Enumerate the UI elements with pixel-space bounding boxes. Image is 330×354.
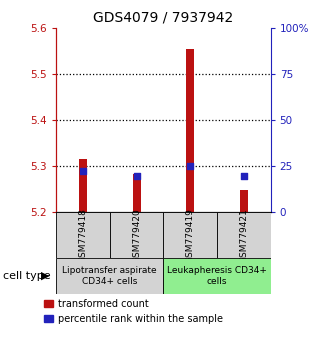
Bar: [56, 212, 110, 258]
Bar: [79, 159, 87, 212]
Text: cell type: cell type: [3, 271, 51, 281]
Text: ▶: ▶: [41, 271, 50, 281]
Point: [187, 164, 193, 169]
Bar: [133, 174, 141, 212]
Text: GSM779418: GSM779418: [79, 208, 87, 263]
Text: GSM779419: GSM779419: [186, 208, 195, 263]
Bar: [240, 190, 248, 212]
Point: [241, 173, 247, 178]
Text: Lipotransfer aspirate
CD34+ cells: Lipotransfer aspirate CD34+ cells: [62, 267, 157, 286]
Bar: [186, 49, 194, 212]
Point: [134, 173, 139, 178]
Legend: transformed count, percentile rank within the sample: transformed count, percentile rank withi…: [45, 299, 223, 324]
Bar: [163, 258, 271, 294]
Point: [80, 168, 85, 174]
Text: GSM779420: GSM779420: [132, 208, 141, 263]
Bar: [163, 212, 217, 258]
Bar: [217, 212, 271, 258]
Text: Leukapheresis CD34+
cells: Leukapheresis CD34+ cells: [167, 267, 267, 286]
Bar: [56, 258, 163, 294]
Title: GDS4079 / 7937942: GDS4079 / 7937942: [93, 10, 234, 24]
Bar: [110, 212, 163, 258]
Text: GSM779421: GSM779421: [239, 208, 248, 263]
